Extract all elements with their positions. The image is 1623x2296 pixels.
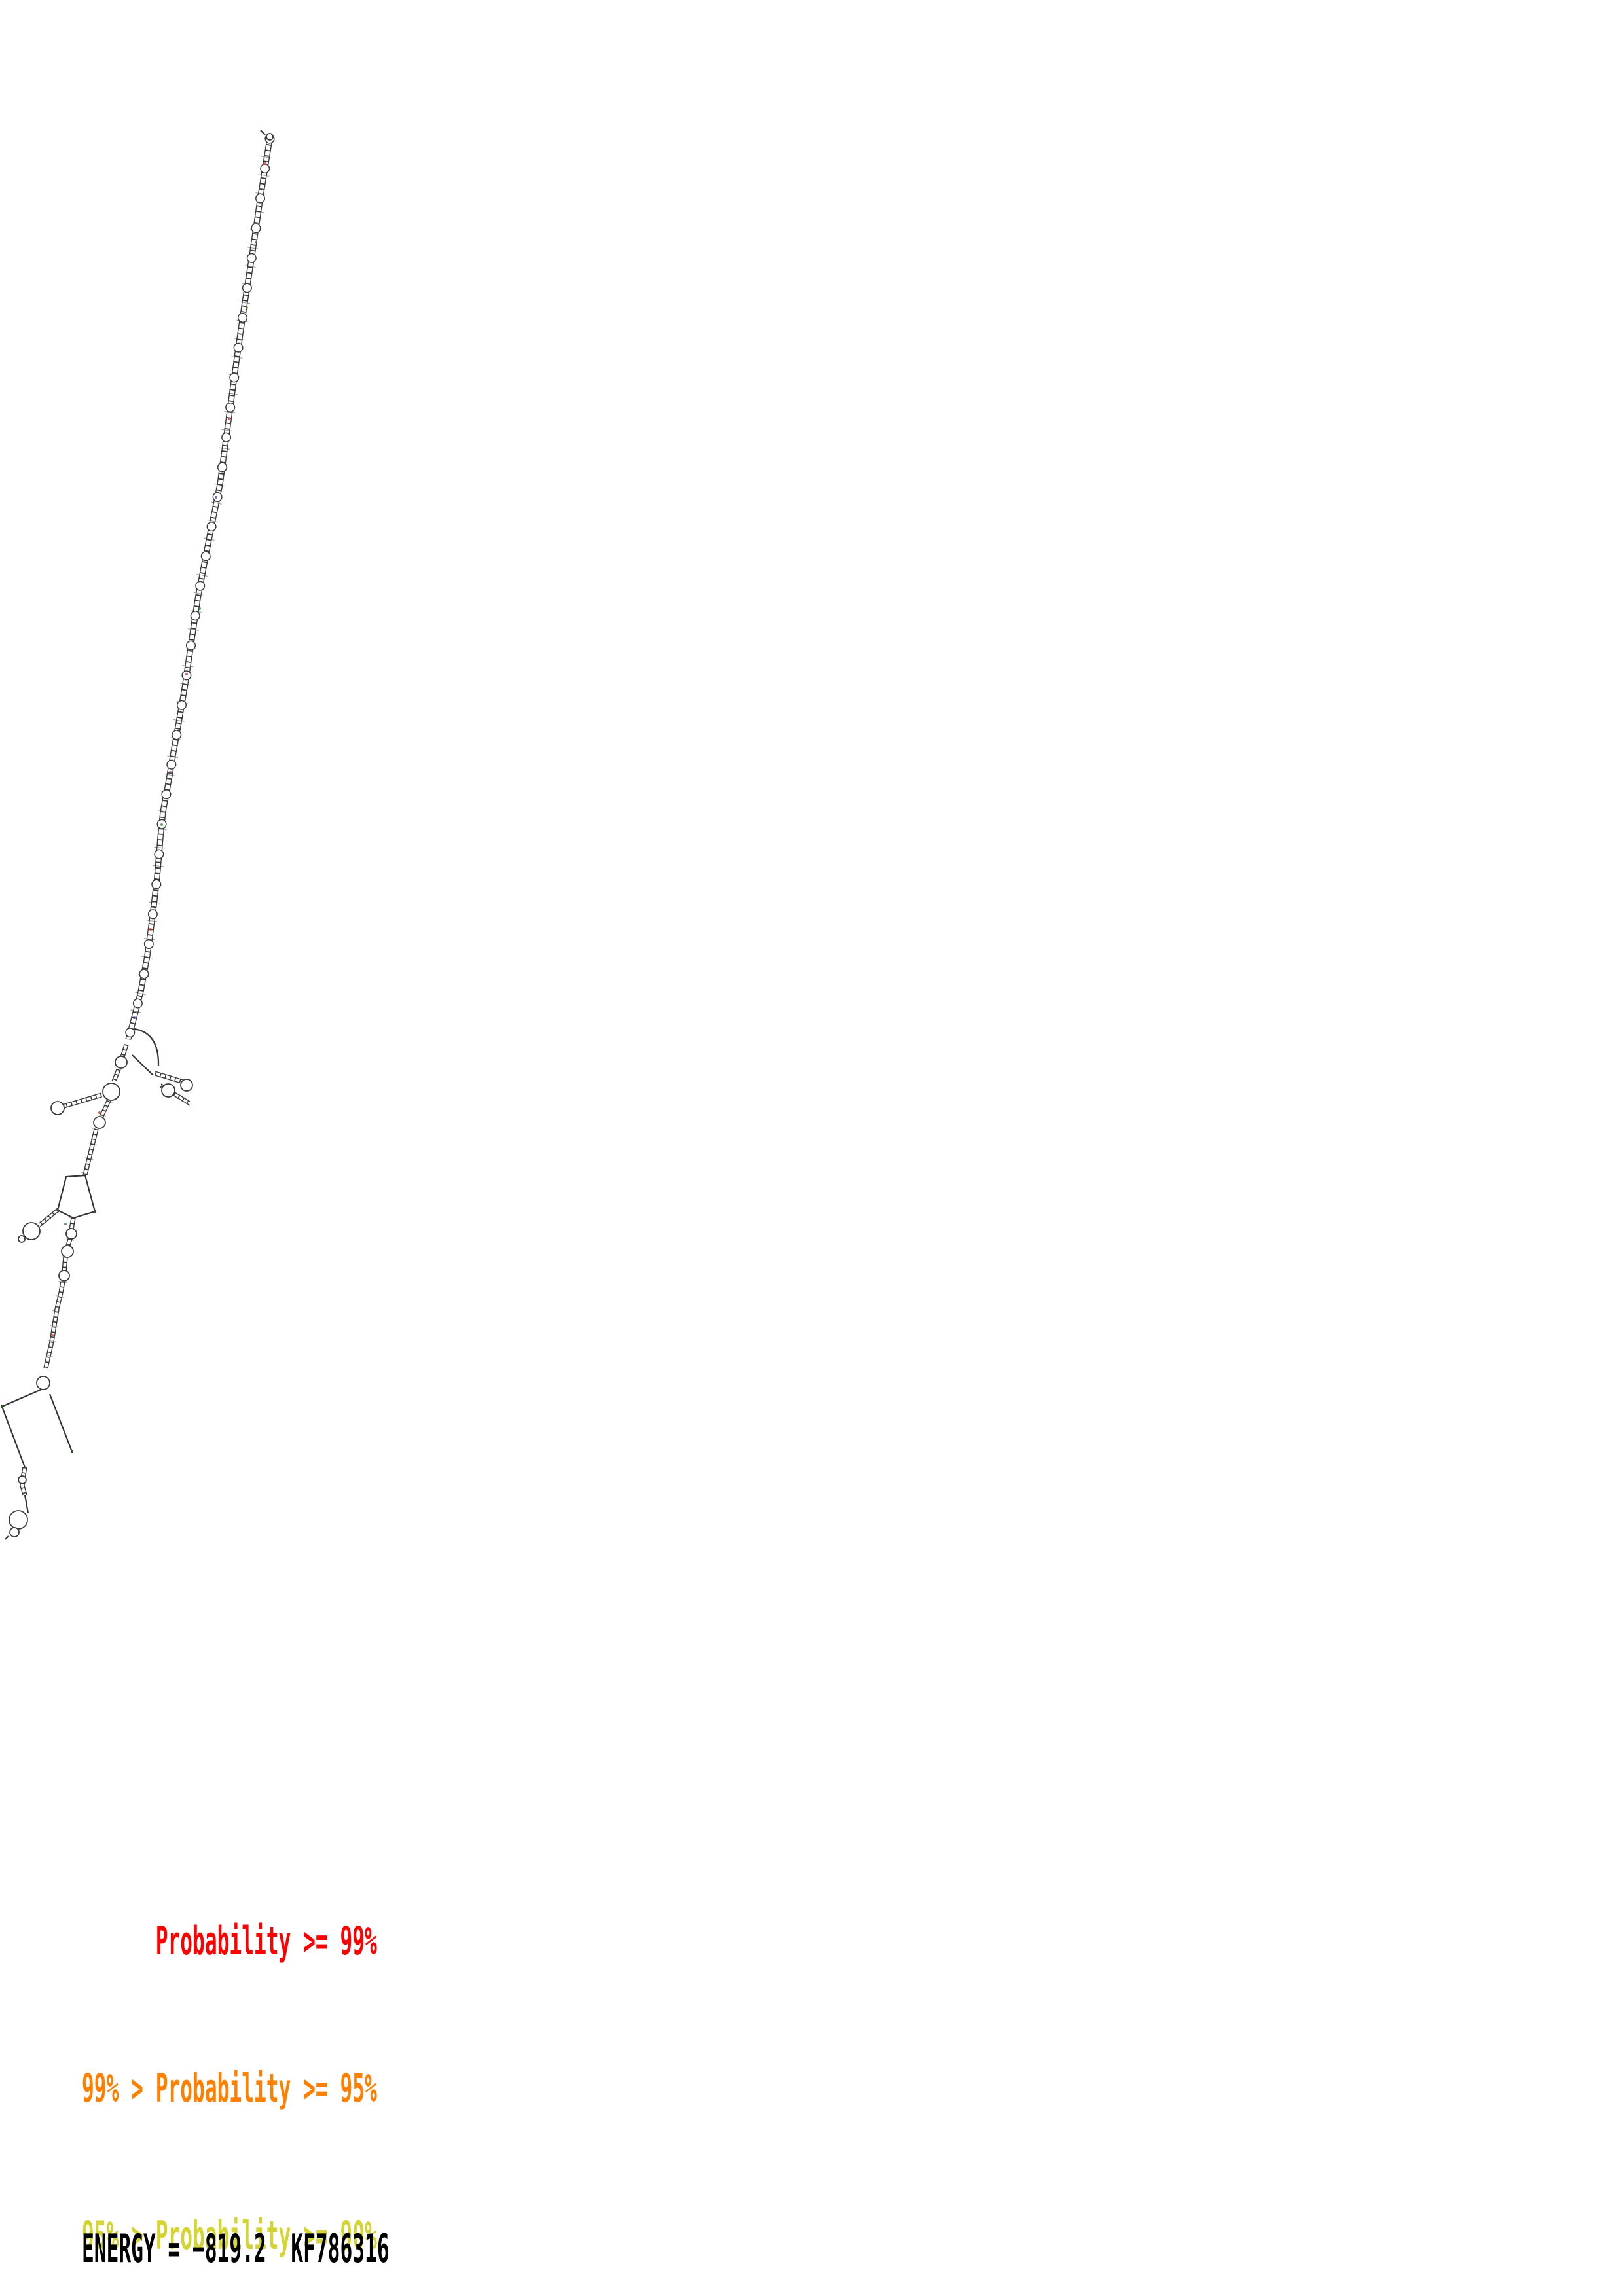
probability-legend: Probability >= 99% 99% > Probability >= … [82, 1819, 377, 2296]
strand-end-nodes [1, 130, 266, 1453]
right-branch-helix-upper [155, 1071, 183, 1085]
lower-descending-helix [44, 1218, 75, 1368]
energy-annotation: ENERGY = −819.2 KF786316 [82, 2226, 390, 2272]
base-flecks [51, 162, 266, 1336]
pentagon-left-hairpin [39, 1208, 58, 1228]
interior-loops [18, 133, 274, 1390]
legend-item: 99% > Probability >= 95% [82, 2066, 377, 2111]
pentagon-loop [56, 1174, 96, 1219]
bottom-hairpin-loop [5, 1475, 29, 1540]
legend-item: 95% > Probability >= 90% [82, 2213, 377, 2259]
multiloop-connectors [132, 1028, 160, 1076]
single-strand-lines [1, 1388, 73, 1468]
legend-item: Probability >= 99% [82, 1918, 377, 1964]
main-helix [126, 139, 272, 1039]
left-branch-helix [64, 1092, 101, 1109]
below-multiloop-helix [83, 1101, 111, 1175]
